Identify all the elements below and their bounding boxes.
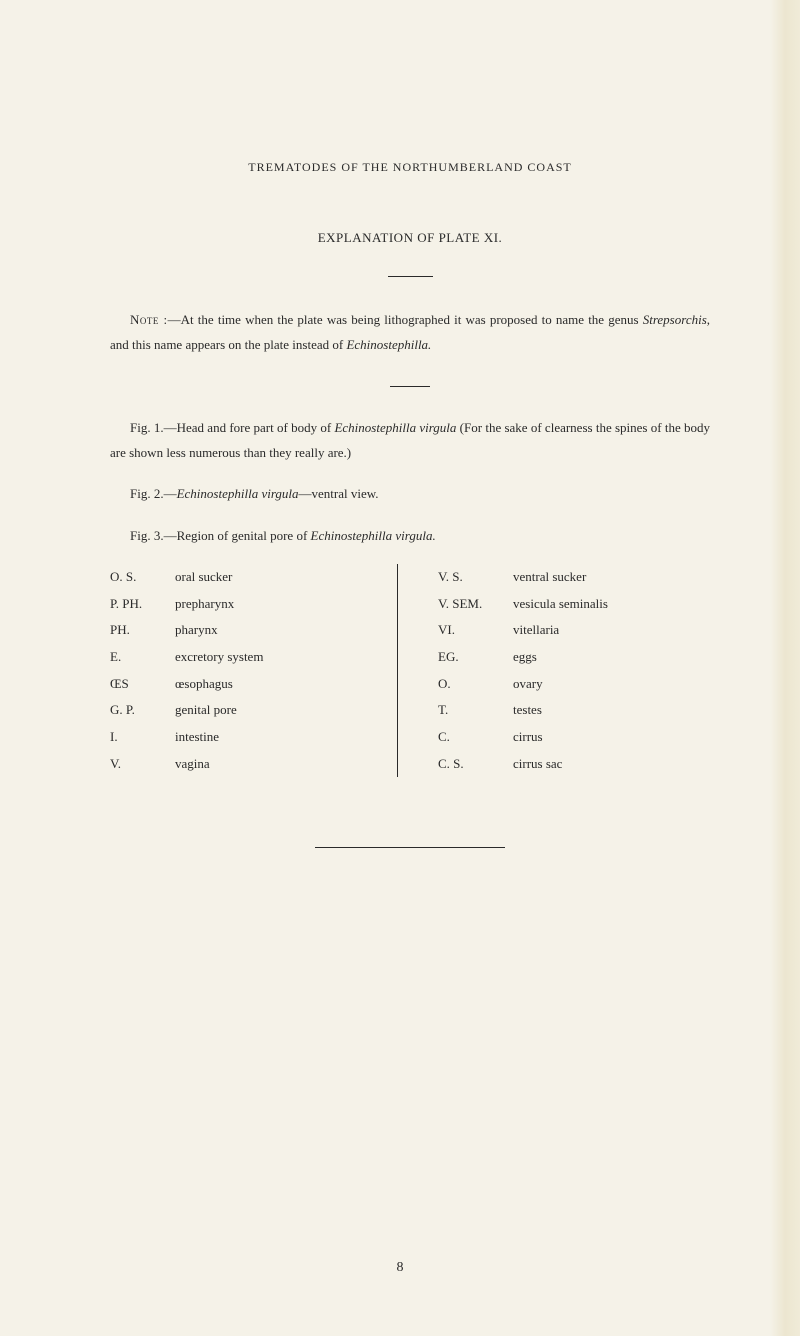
table-row: O.ovary xyxy=(438,671,710,698)
fig2-paragraph: Fig. 2.—Echinostephilla virgula—ventral … xyxy=(110,481,710,506)
note-text-1: —At the time when the plate was being li… xyxy=(168,312,643,327)
abbr-cell: O. xyxy=(438,671,513,698)
plate-title: EXPLANATION OF PLATE XI. xyxy=(110,230,710,246)
note-paragraph: Note :—At the time when the plate was be… xyxy=(110,307,710,358)
desc-cell: vesicula seminalis xyxy=(513,591,710,618)
table-row: V. SEM.vesicula seminalis xyxy=(438,591,710,618)
abbr-cell: V. xyxy=(110,751,175,778)
desc-cell: cirrus xyxy=(513,724,710,751)
table-row: V. S.ventral sucker xyxy=(438,564,710,591)
page-edge xyxy=(770,0,800,1336)
note-label: Note : xyxy=(130,312,168,327)
fig2-italic: Echinostephilla virgula xyxy=(177,486,299,501)
table-row: PH.pharynx xyxy=(110,617,382,644)
desc-cell: prepharynx xyxy=(175,591,382,618)
abbr-cell: T. xyxy=(438,697,513,724)
table-row: T.testes xyxy=(438,697,710,724)
abbr-cell: EG. xyxy=(438,644,513,671)
table-left-column: O. S.oral sucker P. PH.prepharynx PH.pha… xyxy=(110,564,398,777)
abbr-cell: O. S. xyxy=(110,564,175,591)
abbr-cell: P. PH. xyxy=(110,591,175,618)
table-row: P. PH.prepharynx xyxy=(110,591,382,618)
page-number: 8 xyxy=(0,1260,800,1276)
desc-cell: œsophagus xyxy=(175,671,382,698)
table-row: V.vagina xyxy=(110,751,382,778)
desc-cell: eggs xyxy=(513,644,710,671)
bottom-divider xyxy=(315,847,505,848)
table-row: C. S.cirrus sac xyxy=(438,751,710,778)
fig3-label: Fig. 3. xyxy=(130,528,164,543)
note-italic-2: Echinostephilla. xyxy=(346,337,431,352)
abbr-cell: C. S. xyxy=(438,751,513,778)
fig3-text-1: —Region of genital pore of xyxy=(164,528,311,543)
fig2-label: Fig. 2. xyxy=(130,486,164,501)
note-divider xyxy=(390,386,430,387)
abbr-cell: I. xyxy=(110,724,175,751)
desc-cell: vitellaria xyxy=(513,617,710,644)
desc-cell: ovary xyxy=(513,671,710,698)
desc-cell: excretory system xyxy=(175,644,382,671)
fig1-italic: Echinostephilla virgula xyxy=(334,420,456,435)
table-row: E.excretory system xyxy=(110,644,382,671)
abbr-cell: ŒS xyxy=(110,671,175,698)
desc-cell: genital pore xyxy=(175,697,382,724)
fig1-label: Fig. 1. xyxy=(130,420,164,435)
desc-cell: cirrus sac xyxy=(513,751,710,778)
table-right-column: V. S.ventral sucker V. SEM.vesicula semi… xyxy=(398,564,710,777)
fig3-italic: Echinostephilla virgula. xyxy=(311,528,436,543)
table-row: C.cirrus xyxy=(438,724,710,751)
desc-cell: testes xyxy=(513,697,710,724)
table-row: O. S.oral sucker xyxy=(110,564,382,591)
desc-cell: pharynx xyxy=(175,617,382,644)
fig3-paragraph: Fig. 3.—Region of genital pore of Echino… xyxy=(110,523,710,548)
table-row: I.intestine xyxy=(110,724,382,751)
table-row: G. P.genital pore xyxy=(110,697,382,724)
abbreviation-table: O. S.oral sucker P. PH.prepharynx PH.pha… xyxy=(110,564,710,777)
fig2-text-2: —ventral view. xyxy=(299,486,379,501)
abbr-cell: G. P. xyxy=(110,697,175,724)
abbr-cell: V. SEM. xyxy=(438,591,513,618)
desc-cell: oral sucker xyxy=(175,564,382,591)
desc-cell: vagina xyxy=(175,751,382,778)
fig2-text-1: — xyxy=(164,486,177,501)
fig1-paragraph: Fig. 1.—Head and fore part of body of Ec… xyxy=(110,415,710,466)
desc-cell: intestine xyxy=(175,724,382,751)
abbr-cell: C. xyxy=(438,724,513,751)
table-row: VI.vitellaria xyxy=(438,617,710,644)
running-header: TREMATODES OF THE NORTHUMBERLAND COAST xyxy=(110,160,710,175)
abbr-cell: V. S. xyxy=(438,564,513,591)
title-divider xyxy=(388,276,433,277)
abbr-cell: VI. xyxy=(438,617,513,644)
abbr-cell: E. xyxy=(110,644,175,671)
note-italic-1: Strepsorchis xyxy=(643,312,707,327)
table-row: ŒSœsophagus xyxy=(110,671,382,698)
table-row: EG.eggs xyxy=(438,644,710,671)
abbr-cell: PH. xyxy=(110,617,175,644)
desc-cell: ventral sucker xyxy=(513,564,710,591)
fig1-text-1: —Head and fore part of body of xyxy=(164,420,335,435)
